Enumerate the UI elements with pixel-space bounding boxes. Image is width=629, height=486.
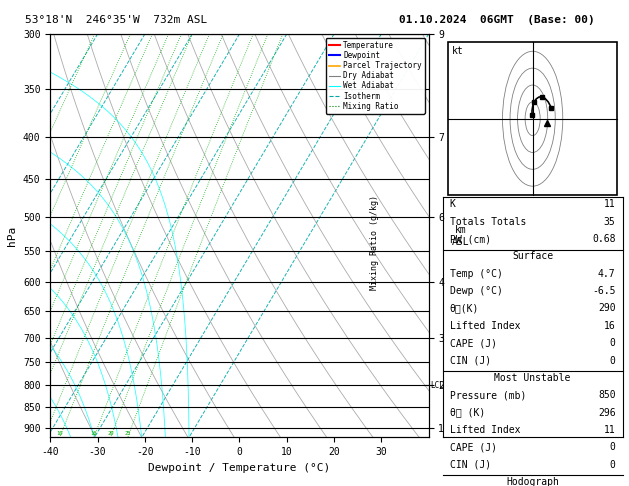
- Text: 10: 10: [57, 432, 63, 436]
- Text: 0: 0: [610, 460, 616, 469]
- Text: Totals Totals: Totals Totals: [450, 217, 526, 227]
- Text: Dewp (°C): Dewp (°C): [450, 286, 503, 296]
- Text: 16: 16: [91, 432, 97, 436]
- Text: 53°18'N  246°35'W  732m ASL: 53°18'N 246°35'W 732m ASL: [25, 15, 208, 25]
- Text: Mixing Ratio (g/kg): Mixing Ratio (g/kg): [370, 195, 379, 291]
- Text: Temp (°C): Temp (°C): [450, 269, 503, 279]
- Text: Lifted Index: Lifted Index: [450, 425, 520, 435]
- Text: 0.68: 0.68: [592, 234, 616, 244]
- Text: 11: 11: [604, 199, 616, 209]
- Text: -6.5: -6.5: [592, 286, 616, 296]
- Legend: Temperature, Dewpoint, Parcel Trajectory, Dry Adiabat, Wet Adiabat, Isotherm, Mi: Temperature, Dewpoint, Parcel Trajectory…: [326, 38, 425, 114]
- Y-axis label: km
ASL: km ASL: [452, 225, 470, 246]
- X-axis label: Dewpoint / Temperature (°C): Dewpoint / Temperature (°C): [148, 463, 331, 473]
- Text: 20: 20: [108, 432, 114, 436]
- Text: 25: 25: [125, 432, 131, 436]
- Text: CAPE (J): CAPE (J): [450, 442, 497, 452]
- Text: 0: 0: [610, 442, 616, 452]
- Text: Hodograph: Hodograph: [506, 477, 559, 486]
- Text: Pressure (mb): Pressure (mb): [450, 390, 526, 400]
- Text: 35: 35: [604, 217, 616, 227]
- Text: 01.10.2024  06GMT  (Base: 00): 01.10.2024 06GMT (Base: 00): [399, 15, 595, 25]
- Text: Surface: Surface: [512, 251, 553, 261]
- Text: Lifted Index: Lifted Index: [450, 321, 520, 331]
- Text: LCL: LCL: [430, 381, 444, 390]
- Text: θᴇ (K): θᴇ (K): [450, 408, 485, 417]
- Text: 0: 0: [610, 338, 616, 348]
- Bar: [448, 42, 617, 195]
- Text: Most Unstable: Most Unstable: [494, 373, 571, 383]
- Text: kt: kt: [452, 46, 464, 56]
- Text: CIN (J): CIN (J): [450, 460, 491, 469]
- Text: 16: 16: [604, 321, 616, 331]
- Text: 4.7: 4.7: [598, 269, 616, 279]
- Y-axis label: hPa: hPa: [8, 226, 18, 246]
- Text: 0: 0: [610, 356, 616, 365]
- Text: θᴇ(K): θᴇ(K): [450, 303, 479, 313]
- Text: PW (cm): PW (cm): [450, 234, 491, 244]
- Text: 850: 850: [598, 390, 616, 400]
- Text: 11: 11: [604, 425, 616, 435]
- Text: 296: 296: [598, 408, 616, 417]
- Text: 290: 290: [598, 303, 616, 313]
- Text: CAPE (J): CAPE (J): [450, 338, 497, 348]
- Text: CIN (J): CIN (J): [450, 356, 491, 365]
- Text: K: K: [450, 199, 455, 209]
